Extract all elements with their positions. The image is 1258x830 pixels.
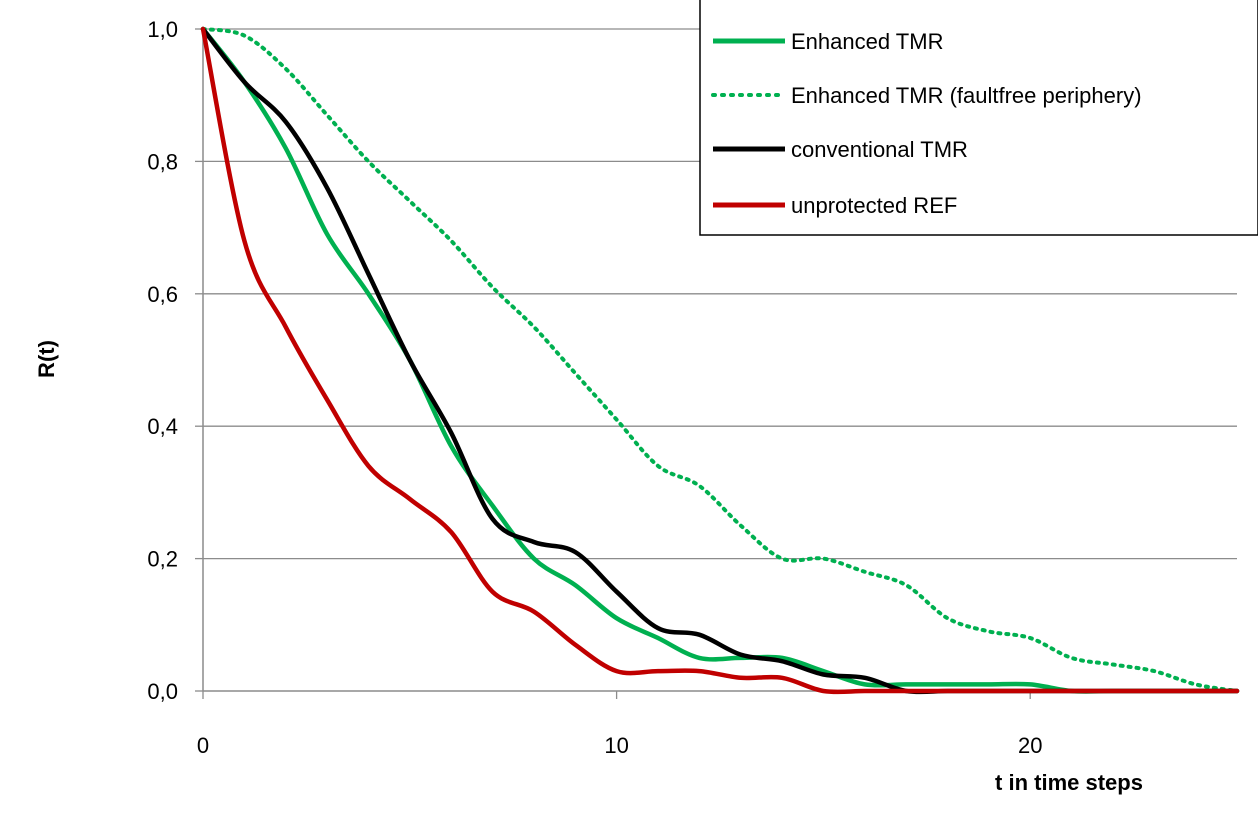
- y-tick-label: 0,4: [147, 414, 178, 439]
- y-tick-label: 1,0: [147, 17, 178, 42]
- series-layer: [200, 26, 1240, 695]
- legend-label: Enhanced TMR (faultfree periphery): [791, 83, 1142, 108]
- tick-labels: 0,0 0,2 0,4 0,6 0,8 1,0 0 10 20: [147, 17, 1042, 758]
- x-tick-label: 0: [197, 733, 209, 758]
- y-tick-label: 0,8: [147, 149, 178, 174]
- x-axis-title: t in time steps: [995, 770, 1143, 795]
- x-tick-label: 20: [1018, 733, 1042, 758]
- legend: Enhanced TMR Enhanced TMR (faultfree peri…: [699, 0, 1258, 236]
- y-tick-label: 0,6: [147, 282, 178, 307]
- y-tick-label: 0,0: [147, 679, 178, 704]
- y-tick-label: 0,2: [147, 547, 178, 572]
- legend-box: [699, 0, 1258, 236]
- x-tick-label: 10: [604, 733, 628, 758]
- series-line-unprotected-ref: [200, 26, 1240, 695]
- legend-label: Enhanced TMR: [791, 29, 943, 54]
- legend-label: conventional TMR: [791, 137, 968, 162]
- legend-label: unprotected REF: [791, 193, 957, 218]
- series-line-enhanced-tmr-faultfree-periphery: [201, 27, 1239, 693]
- y-axis-title: R(t): [34, 340, 59, 378]
